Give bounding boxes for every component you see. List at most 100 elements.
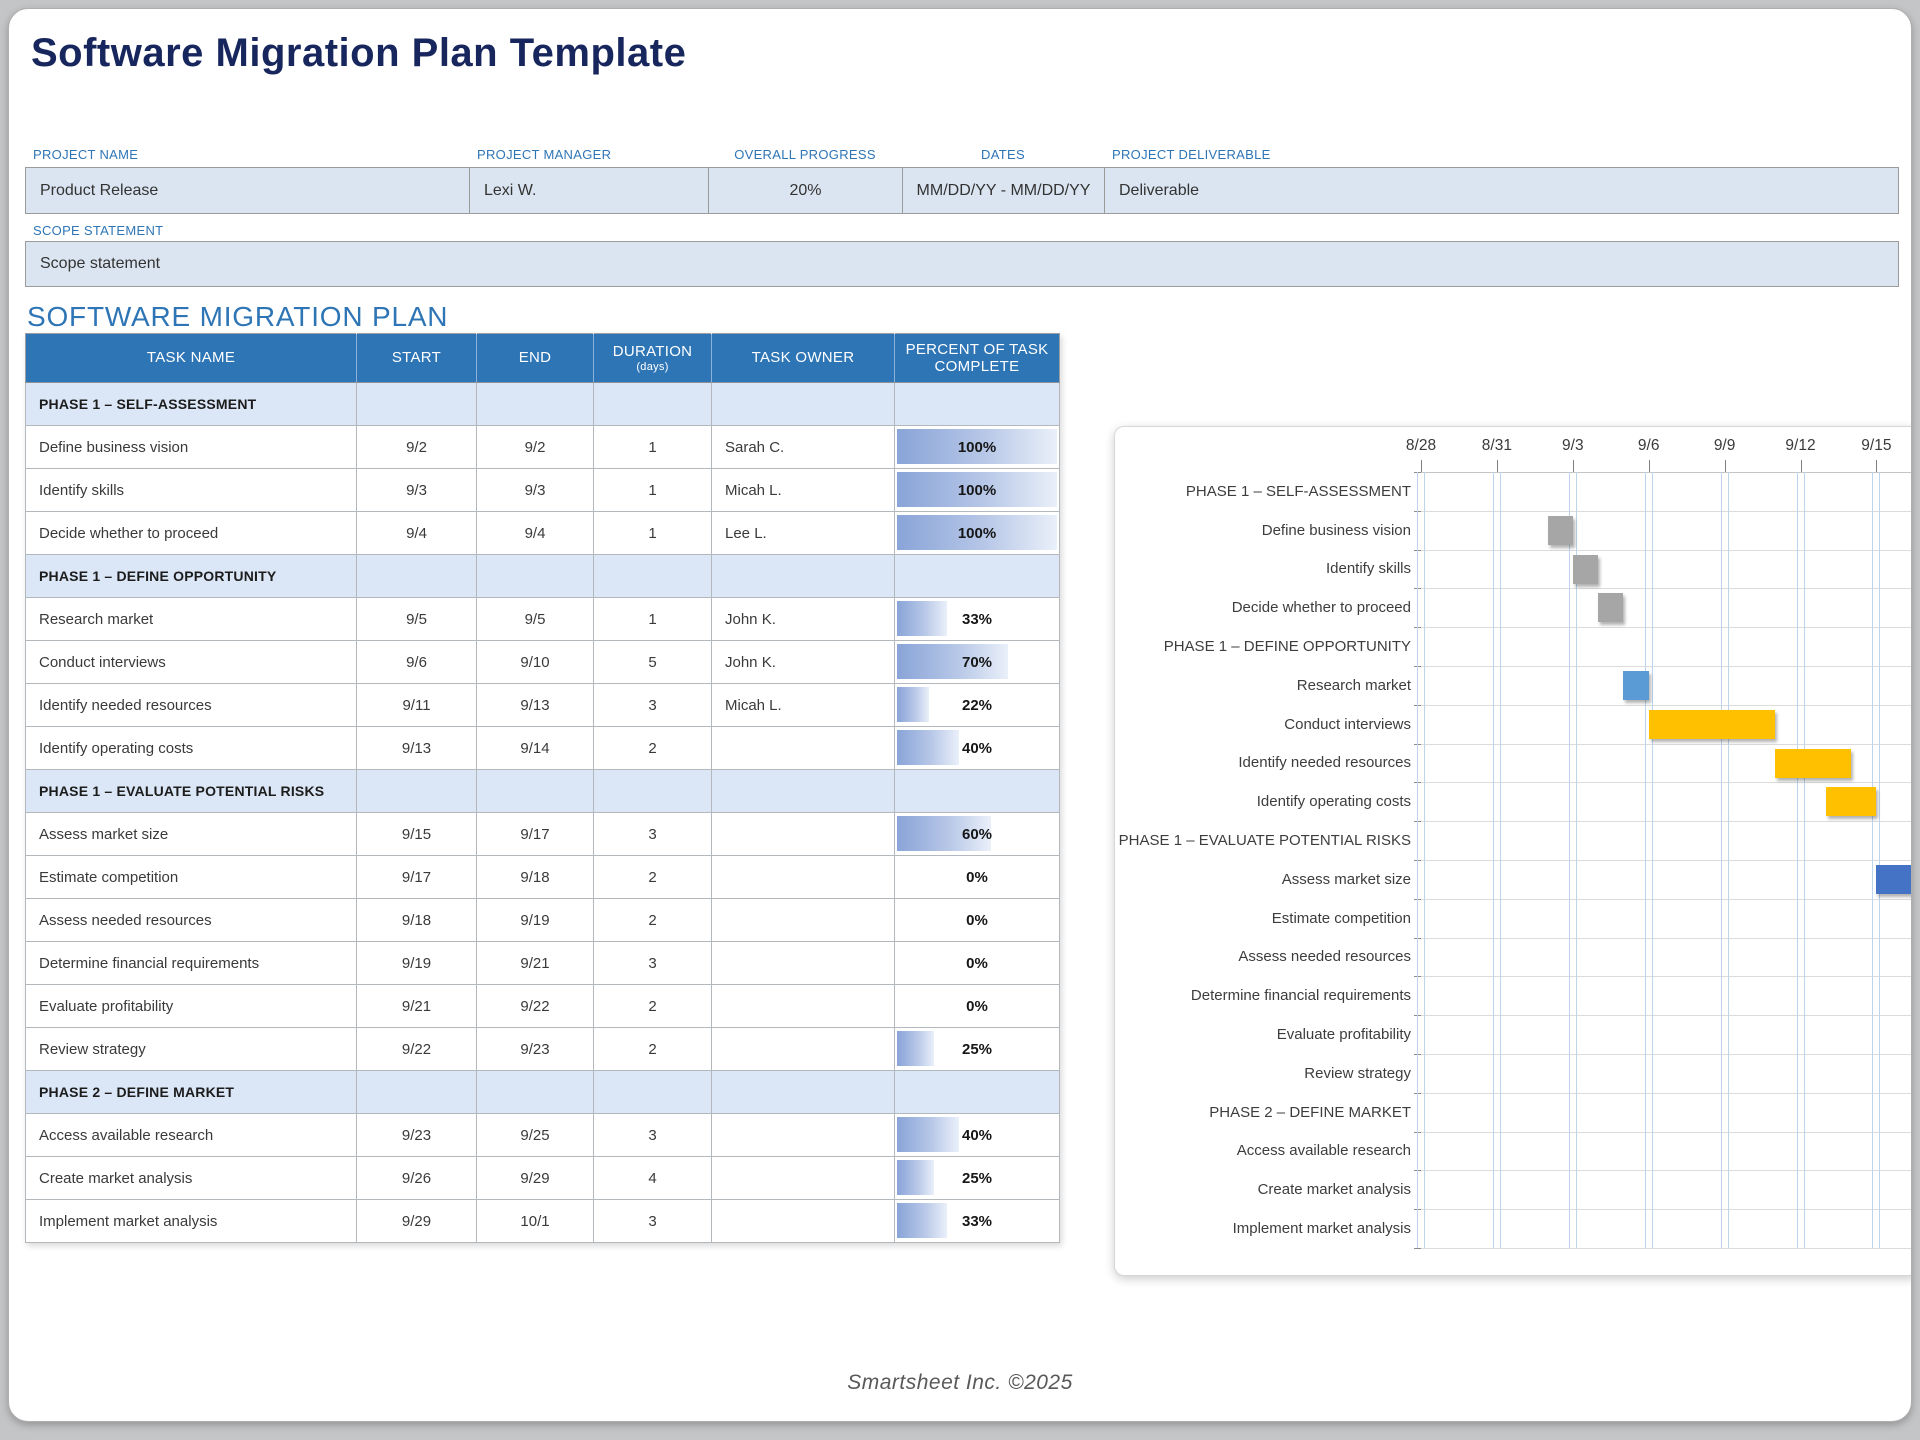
task-name-cell[interactable]: Identify needed resources [25,683,357,727]
task-name-cell[interactable]: Identify operating costs [25,726,357,770]
percent-complete-cell[interactable]: 40% [894,1113,1060,1157]
task-owner-cell[interactable] [711,1027,895,1071]
task-owner-cell[interactable] [711,898,895,942]
end-cell[interactable] [476,554,594,598]
percent-complete-cell[interactable]: 70% [894,640,1060,684]
percent-complete-cell[interactable] [894,382,1060,426]
start-cell[interactable]: 9/26 [356,1156,477,1200]
percent-complete-cell[interactable]: 0% [894,941,1060,985]
duration-cell[interactable]: 1 [593,511,712,555]
percent-complete-cell[interactable] [894,769,1060,813]
task-name-cell[interactable]: Assess needed resources [25,898,357,942]
end-cell[interactable]: 10/1 [476,1199,594,1243]
start-cell[interactable]: 9/4 [356,511,477,555]
duration-cell[interactable]: 3 [593,1113,712,1157]
info-field-value-1[interactable]: Lexi W. [470,168,709,213]
end-cell[interactable] [476,382,594,426]
task-name-cell[interactable]: PHASE 2 – DEFINE MARKET [25,1070,357,1114]
task-name-cell[interactable]: PHASE 1 – SELF-ASSESSMENT [25,382,357,426]
task-name-cell[interactable]: Assess market size [25,812,357,856]
start-cell[interactable]: 9/21 [356,984,477,1028]
percent-complete-cell[interactable]: 25% [894,1027,1060,1071]
task-name-cell[interactable]: Conduct interviews [25,640,357,684]
duration-cell[interactable]: 5 [593,640,712,684]
duration-cell[interactable]: 3 [593,812,712,856]
start-cell[interactable]: 9/23 [356,1113,477,1157]
task-owner-cell[interactable] [711,1113,895,1157]
percent-complete-cell[interactable]: 60% [894,812,1060,856]
task-name-cell[interactable]: Identify skills [25,468,357,512]
end-cell[interactable] [476,1070,594,1114]
task-owner-cell[interactable] [711,1156,895,1200]
info-field-value-4[interactable]: Deliverable [1105,168,1898,213]
start-cell[interactable] [356,769,477,813]
task-name-cell[interactable]: Create market analysis [25,1156,357,1200]
task-name-cell[interactable]: Decide whether to proceed [25,511,357,555]
duration-cell[interactable]: 4 [593,1156,712,1200]
end-cell[interactable]: 9/5 [476,597,594,641]
start-cell[interactable] [356,554,477,598]
task-owner-cell[interactable] [711,769,895,813]
percent-complete-cell[interactable]: 0% [894,855,1060,899]
duration-cell[interactable] [593,1070,712,1114]
task-owner-cell[interactable]: Sarah C. [711,425,895,469]
start-cell[interactable]: 9/3 [356,468,477,512]
task-owner-cell[interactable]: Lee L. [711,511,895,555]
end-cell[interactable]: 9/3 [476,468,594,512]
task-owner-cell[interactable] [711,812,895,856]
percent-complete-cell[interactable]: 100% [894,425,1060,469]
duration-cell[interactable]: 2 [593,855,712,899]
task-name-cell[interactable]: Estimate competition [25,855,357,899]
start-cell[interactable]: 9/13 [356,726,477,770]
percent-complete-cell[interactable]: 22% [894,683,1060,727]
task-name-cell[interactable]: Implement market analysis [25,1199,357,1243]
start-cell[interactable]: 9/11 [356,683,477,727]
percent-complete-cell[interactable]: 0% [894,898,1060,942]
duration-cell[interactable]: 2 [593,984,712,1028]
duration-cell[interactable]: 1 [593,597,712,641]
percent-complete-cell[interactable]: 33% [894,597,1060,641]
start-cell[interactable] [356,382,477,426]
percent-complete-cell[interactable]: 40% [894,726,1060,770]
task-name-cell[interactable]: Determine financial requirements [25,941,357,985]
end-cell[interactable]: 9/29 [476,1156,594,1200]
start-cell[interactable]: 9/19 [356,941,477,985]
task-owner-cell[interactable] [711,984,895,1028]
info-field-value-3[interactable]: MM/DD/YY - MM/DD/YY [903,168,1105,213]
start-cell[interactable] [356,1070,477,1114]
task-owner-cell[interactable] [711,554,895,598]
task-owner-cell[interactable]: John K. [711,640,895,684]
task-owner-cell[interactable] [711,382,895,426]
task-owner-cell[interactable] [711,855,895,899]
end-cell[interactable]: 9/18 [476,855,594,899]
end-cell[interactable]: 9/4 [476,511,594,555]
percent-complete-cell[interactable]: 100% [894,511,1060,555]
percent-complete-cell[interactable]: 0% [894,984,1060,1028]
duration-cell[interactable] [593,554,712,598]
start-cell[interactable]: 9/18 [356,898,477,942]
info-field-value-0[interactable]: Product Release [26,168,470,213]
duration-cell[interactable]: 2 [593,726,712,770]
task-owner-cell[interactable]: Micah L. [711,468,895,512]
duration-cell[interactable]: 3 [593,1199,712,1243]
end-cell[interactable]: 9/17 [476,812,594,856]
percent-complete-cell[interactable]: 33% [894,1199,1060,1243]
end-cell[interactable]: 9/14 [476,726,594,770]
start-cell[interactable]: 9/17 [356,855,477,899]
end-cell[interactable]: 9/19 [476,898,594,942]
duration-cell[interactable]: 1 [593,468,712,512]
start-cell[interactable]: 9/29 [356,1199,477,1243]
scope-statement-field[interactable]: Scope statement [25,241,1899,287]
duration-cell[interactable]: 2 [593,1027,712,1071]
task-owner-cell[interactable]: John K. [711,597,895,641]
duration-cell[interactable]: 3 [593,941,712,985]
duration-cell[interactable] [593,382,712,426]
task-name-cell[interactable]: PHASE 1 – EVALUATE POTENTIAL RISKS [25,769,357,813]
task-owner-cell[interactable] [711,726,895,770]
end-cell[interactable]: 9/23 [476,1027,594,1071]
end-cell[interactable] [476,769,594,813]
start-cell[interactable]: 9/22 [356,1027,477,1071]
start-cell[interactable]: 9/15 [356,812,477,856]
duration-cell[interactable]: 1 [593,425,712,469]
task-name-cell[interactable]: Evaluate profitability [25,984,357,1028]
